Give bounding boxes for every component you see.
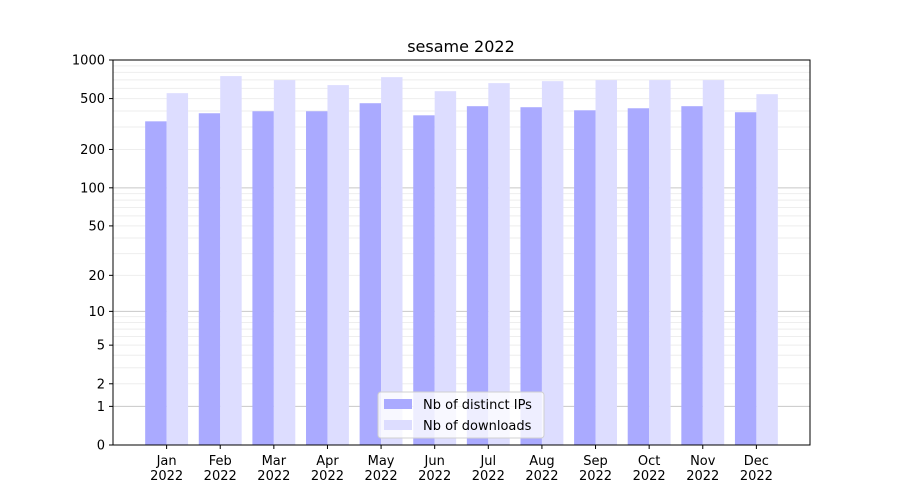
bar-downloads xyxy=(327,85,349,445)
y-tick-label: 5 xyxy=(97,339,105,354)
bar-ips xyxy=(681,106,703,445)
bar-ips xyxy=(466,106,489,445)
x-tick-label: Jul 2022 xyxy=(472,454,505,484)
x-tick-label: Dec 2022 xyxy=(740,454,773,484)
x-tick-label: Jan 2022 xyxy=(150,454,183,484)
y-tick-label: 50 xyxy=(88,219,105,234)
x-axis: Jan 2022 Feb 2022 Mar 2022 Apr 2022 May 2022 Jun 20… xyxy=(150,445,773,484)
x-tick-label: Nov 2022 xyxy=(686,454,719,484)
bar-ips xyxy=(734,112,757,445)
legend: Nb of distinct IPs Nb of downloads xyxy=(377,391,545,439)
x-tick-label: Mar 2022 xyxy=(257,454,290,484)
bar-downloads xyxy=(434,91,457,446)
y-axis: 0 1 2 5 10 20 50 100 200 500 1000 xyxy=(72,54,113,454)
bar-ips xyxy=(198,113,221,446)
x-tick-label: Apr 2022 xyxy=(311,454,344,484)
bar-downloads xyxy=(273,80,296,445)
y-tick-label: 500 xyxy=(80,92,105,107)
bar-ips xyxy=(413,115,435,445)
bar-ips xyxy=(306,111,328,445)
chart-title: sesame 2022 xyxy=(407,37,515,56)
y-tick-label: 2 xyxy=(97,377,105,392)
legend-swatch xyxy=(384,399,412,409)
bar-ips xyxy=(520,107,542,445)
x-tick-label: Aug 2022 xyxy=(525,454,558,484)
bar-downloads xyxy=(166,93,189,445)
bar-downloads xyxy=(488,83,510,446)
bar-downloads xyxy=(702,80,725,445)
x-tick-label: Feb 2022 xyxy=(204,454,237,484)
y-tick-label: 10 xyxy=(88,305,105,320)
bar-ips xyxy=(627,108,650,445)
bar-downloads xyxy=(649,80,671,445)
legend-label: Nb of distinct IPs xyxy=(423,398,532,413)
bar-downloads xyxy=(595,80,617,445)
legend-swatch xyxy=(384,420,412,430)
x-tick-label: Jun 2022 xyxy=(418,454,451,484)
y-tick-label: 1 xyxy=(97,400,105,415)
y-tick-label: 1000 xyxy=(72,54,105,69)
y-tick-label: 100 xyxy=(80,181,105,196)
x-tick-label: Oct 2022 xyxy=(633,454,666,484)
bar-downloads xyxy=(541,81,564,445)
legend-box xyxy=(377,391,545,439)
bar-ips xyxy=(359,103,382,446)
y-tick-label: 200 xyxy=(80,143,105,158)
plot-frame xyxy=(112,59,811,446)
y-tick-label: 20 xyxy=(88,269,105,284)
x-tick-label: Sep 2022 xyxy=(579,454,612,484)
bar-downloads xyxy=(220,76,242,445)
bar-ips xyxy=(252,111,274,445)
bars xyxy=(145,76,778,446)
bar-downloads xyxy=(381,77,403,445)
x-tick-label: May 2022 xyxy=(365,454,398,484)
y-tick-label: 0 xyxy=(97,439,105,454)
bar-ips xyxy=(574,110,596,445)
bar-ips xyxy=(145,121,167,445)
bar-downloads xyxy=(756,94,778,446)
legend-label: Nb of downloads xyxy=(423,419,532,434)
